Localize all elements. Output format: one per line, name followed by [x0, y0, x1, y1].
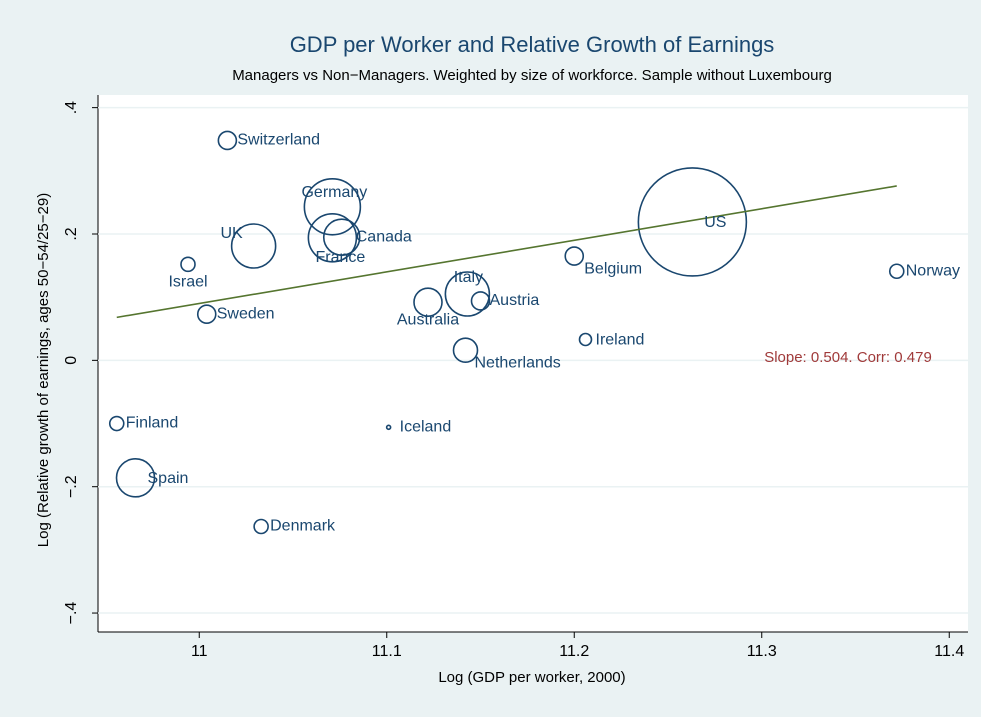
y-tick-label: .4	[63, 101, 80, 114]
bubble	[108, 415, 125, 432]
point-label: Belgium	[584, 260, 642, 277]
bubble	[307, 212, 358, 263]
x-axis-label: Log (GDP per worker, 2000)	[438, 669, 625, 686]
point-label: Australia	[397, 311, 459, 328]
bubble	[230, 223, 277, 269]
point-label: Canada	[356, 228, 412, 245]
bubble	[322, 218, 361, 256]
point-label: Spain	[148, 470, 189, 487]
point-label: Netherlands	[475, 354, 561, 371]
bubble	[444, 271, 491, 317]
point-label: Switzerland	[237, 132, 320, 149]
point-label: Germany	[301, 184, 367, 201]
bubble	[578, 332, 593, 347]
chart-subtitle: Managers vs Non−Managers. Weighted by si…	[232, 67, 832, 84]
y-tick-label: −.2	[63, 475, 80, 498]
plot-area	[98, 95, 968, 632]
point-label: Italy	[454, 269, 483, 286]
point-label: Iceland	[400, 419, 452, 436]
point-label: US	[704, 214, 726, 231]
annotation: Slope: 0.504. Corr: 0.479	[764, 349, 932, 366]
bubble	[196, 304, 217, 325]
bubble	[564, 246, 585, 266]
y-tick-label: −.4	[63, 602, 80, 625]
bubble	[253, 518, 269, 535]
y-tick-label: .2	[63, 227, 80, 240]
bubble	[470, 291, 491, 311]
x-tick-label: 11.1	[372, 643, 402, 660]
point-label: France	[315, 249, 365, 266]
bubble	[888, 263, 905, 280]
bubble	[217, 130, 238, 151]
point-label: Sweden	[217, 305, 275, 322]
fit-line	[116, 185, 897, 319]
chart-title: GDP per Worker and Relative Growth of Ea…	[290, 32, 775, 57]
bubble	[180, 256, 196, 273]
x-tick-label: 11	[191, 643, 208, 660]
x-tick-label: 11.3	[747, 643, 777, 660]
bubble	[413, 287, 443, 318]
bubble	[303, 178, 362, 236]
bubble	[115, 458, 156, 498]
point-label: Denmark	[270, 518, 336, 535]
point-label: Norway	[906, 262, 960, 279]
point-label: Austria	[490, 292, 540, 309]
x-tick-label: 11.4	[934, 643, 964, 660]
point-label: Ireland	[596, 332, 645, 349]
point-label: Israel	[168, 274, 207, 291]
point-label: UK	[221, 225, 244, 242]
y-tick-label: 0	[63, 356, 80, 365]
y-axis-label: Log (Relative growth of earnings, ages 5…	[35, 193, 52, 547]
x-tick-label: 11.2	[559, 643, 589, 660]
bubble	[637, 167, 748, 277]
point-label: Finland	[126, 415, 178, 432]
bubble	[452, 337, 479, 364]
bubble	[385, 424, 392, 431]
